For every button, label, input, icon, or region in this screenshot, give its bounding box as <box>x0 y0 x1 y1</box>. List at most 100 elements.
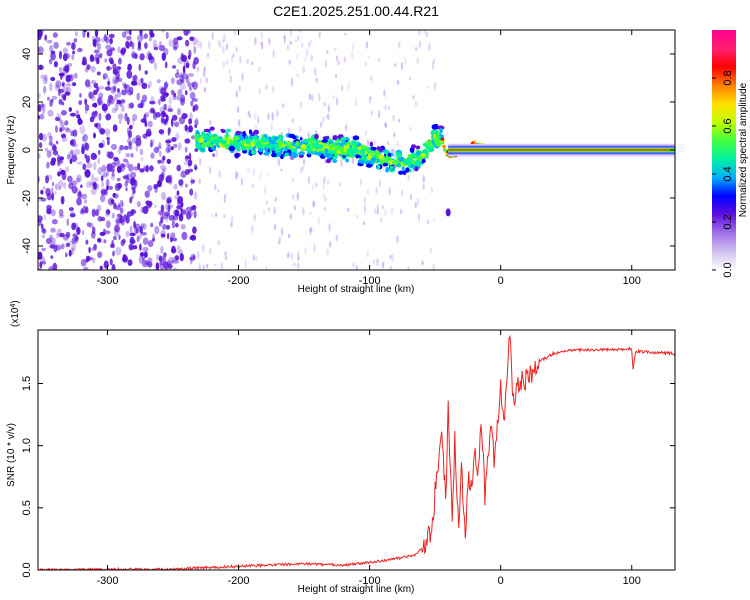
spectrogram-cell <box>167 204 171 213</box>
spectrogram-cell <box>49 82 53 92</box>
spectrogram-cell <box>240 177 244 186</box>
spectrogram-cell <box>242 132 247 136</box>
spectrogram-cell <box>376 209 379 215</box>
spectrogram-cell <box>113 235 117 241</box>
spectrogram-cell <box>165 139 172 144</box>
spectrogram-cell <box>187 159 193 167</box>
spectrogram-cell <box>111 212 115 219</box>
spectrogram-cell <box>81 136 85 142</box>
spectrogram-cell <box>49 45 54 53</box>
spectrogram-cell <box>54 190 57 195</box>
spectrogram-cell <box>123 214 127 222</box>
spectrogram-cell <box>102 73 108 80</box>
spectrogram-cell <box>125 153 131 158</box>
spectrogram-cell <box>85 155 90 164</box>
spectrogram-cell <box>284 152 289 156</box>
spectrogram-cell <box>176 190 180 196</box>
spectrogram-cell <box>288 143 292 150</box>
spectrogram-cell <box>111 172 115 177</box>
spectrogram-cell <box>382 262 386 266</box>
spectrogram-cell <box>51 181 55 187</box>
spectrogram-cell <box>377 110 381 119</box>
spectrogram-cell <box>130 153 134 158</box>
spectrogram-cell <box>46 96 50 101</box>
spectrogram-cell <box>71 185 78 194</box>
spectrogram-cell <box>112 76 116 85</box>
spectrogram-cell <box>223 193 227 200</box>
spectrogram-cell <box>120 99 126 104</box>
figure-title: C2E1.2025.251.00.44.R21 <box>273 3 439 19</box>
spectrogram-cell <box>98 112 102 121</box>
spectrogram-cell <box>332 95 335 99</box>
y-tick-label: -20 <box>21 190 33 206</box>
spectrogram-cells <box>38 30 675 270</box>
spectrogram-cell <box>176 205 183 210</box>
spectrogram-cell <box>217 39 221 46</box>
spectrogram-cell <box>236 106 240 114</box>
spectrogram-cell <box>116 165 122 174</box>
spectrogram-cell <box>187 164 191 168</box>
spectrogram-cell <box>327 114 330 121</box>
spectrogram-cell <box>178 213 184 222</box>
spectrogram-cell <box>127 259 133 266</box>
spectrogram-cell <box>50 255 54 259</box>
spectrogram-cell <box>211 153 216 157</box>
spectrogram-cell <box>271 112 274 121</box>
spectrogram-cell <box>142 223 147 230</box>
spectrogram-cell <box>402 170 407 176</box>
spectrogram-cell <box>292 262 295 268</box>
spectrogram-cell <box>326 50 329 54</box>
colorbar-tick-label: 0.6 <box>722 118 734 133</box>
spectrogram-cell <box>239 135 244 141</box>
spectrogram-cell <box>96 71 101 76</box>
spectrogram-y-axis-label: Frequency (Hz) <box>6 116 17 185</box>
spectrogram-cell <box>345 124 348 131</box>
spectrogram-cell <box>335 234 338 241</box>
spectrogram-cell <box>181 113 188 119</box>
spectrogram-cell <box>65 127 71 133</box>
spectrogram-cell <box>38 46 44 55</box>
spectrogram-cell <box>111 168 115 173</box>
x-tick-label: -200 <box>228 275 250 287</box>
spectrogram-cell <box>262 210 266 215</box>
snr-y-axis: 0.0 0.5 1.0 1.5 <box>21 376 675 578</box>
spectrogram-cell <box>185 211 192 220</box>
spectrogram-cell <box>324 157 327 164</box>
spectrogram-cell <box>157 98 161 106</box>
spectrogram-cell <box>433 218 436 223</box>
spectrogram-cell <box>179 253 184 262</box>
spectrogram-cell <box>155 112 162 118</box>
spectrogram-cell <box>384 121 387 127</box>
spectrogram-cell <box>322 181 325 191</box>
spectrogram-cell <box>55 232 61 239</box>
spectrogram-cell <box>108 33 115 39</box>
spectrogram-cell <box>206 263 209 269</box>
spectrogram-cell <box>297 35 300 41</box>
spectrogram-cell <box>154 204 157 209</box>
spectrogram-cell <box>108 38 113 44</box>
spectrogram-cell <box>325 152 333 159</box>
spectrogram-cell <box>214 184 217 191</box>
spectrogram-cell <box>188 125 193 133</box>
spectrogram-cell <box>376 164 381 170</box>
spectrogram-cell <box>67 175 73 183</box>
spectrogram-cell <box>291 118 295 123</box>
spectrogram-cell <box>176 79 183 86</box>
spectrogram-cell <box>139 243 142 251</box>
spectrogram-cell <box>272 49 275 58</box>
spectrogram-cell <box>65 127 70 132</box>
spectrogram-cell <box>190 234 197 241</box>
spectrogram-cell <box>173 121 180 128</box>
spectrogram-cell <box>289 40 292 45</box>
spectrogram-cell <box>202 244 205 253</box>
spectrogram-cell <box>168 214 175 221</box>
spectrogram-cell <box>278 236 282 242</box>
spectrogram-cell <box>178 179 184 186</box>
spectrogram-cell <box>89 54 94 62</box>
spectrogram-cell <box>122 175 129 180</box>
spectrogram-cell <box>206 137 211 142</box>
spectrogram-cell <box>388 157 392 161</box>
spectrogram-cell <box>190 135 196 140</box>
spectrogram-cell <box>398 40 401 50</box>
spectrogram-cell <box>70 149 74 155</box>
